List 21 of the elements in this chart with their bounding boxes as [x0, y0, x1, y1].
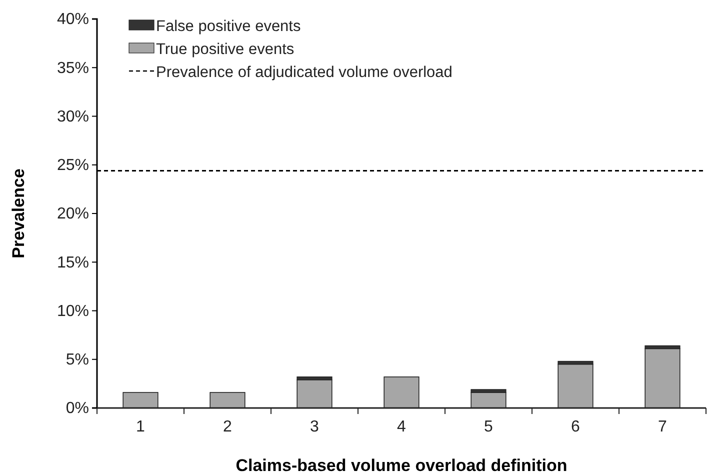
y-tick-label: 20%	[56, 206, 89, 223]
x-tick-label: 5	[484, 418, 494, 436]
y-tick-label: 0%	[66, 400, 89, 418]
legend-label: Prevalence of adjudicated volume overload	[156, 64, 452, 81]
legend-label: True positive events	[156, 41, 294, 58]
y-tick-label: 5%	[66, 351, 89, 368]
y-tick-label: 35%	[56, 60, 89, 77]
y-tick-label: 10%	[56, 302, 89, 320]
x-axis-title: Claims-based volume overload definition	[236, 456, 568, 475]
y-tick-label: 15%	[56, 254, 89, 272]
y-axis-title: Prevalence	[9, 168, 28, 258]
x-tick-label: 7	[658, 418, 668, 436]
x-tick-label: 2	[223, 418, 232, 436]
y-tick-label: 30%	[56, 108, 89, 126]
x-tick-label: 4	[397, 418, 406, 436]
x-tick-label: 6	[571, 418, 580, 436]
x-tick-label: 3	[310, 418, 320, 436]
x-tick-label: 1	[136, 418, 146, 436]
y-tick-label: 25%	[56, 156, 89, 174]
legend-label: False positive events	[156, 18, 301, 35]
y-tick-label: 40%	[56, 11, 89, 28]
